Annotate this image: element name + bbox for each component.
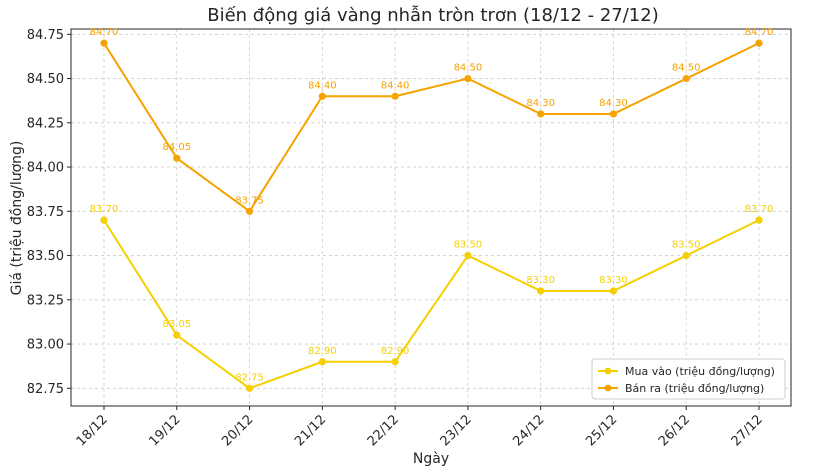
y-axis-label: Giá (triệu đồng/lượng) xyxy=(8,141,25,296)
series-layer: 83.70 83.05 82.75 82.90 82.90 83.50 83.30 83.30… xyxy=(90,27,774,392)
x-axis-ticks: 18/12 19/12 20/12 21/12 22/12 23/12 24/12 25/12… xyxy=(74,406,766,449)
data-point xyxy=(100,216,108,224)
series-2: 84.70 84.05 83.75 84.40 84.40 84.50 84.30 84.30… xyxy=(90,27,774,215)
x-axis-label: Ngày xyxy=(413,451,449,467)
data-label: 84.50 xyxy=(672,63,701,74)
data-point xyxy=(755,39,763,47)
y-tick-label: 84.25 xyxy=(27,116,64,131)
legend-swatch-marker xyxy=(604,367,612,375)
data-label: 83.70 xyxy=(745,204,774,215)
data-label: 82.90 xyxy=(308,346,337,357)
y-tick-label: 83.75 xyxy=(27,205,64,220)
y-axis-ticks: 82.75 83.00 83.25 83.50 83.75 84.00 84.25 84.50… xyxy=(27,28,71,397)
data-label: 84.50 xyxy=(454,63,483,74)
series-1: 83.70 83.05 82.75 82.90 82.90 83.50 83.30 83.30… xyxy=(90,204,774,392)
y-tick-label: 84.75 xyxy=(27,28,64,43)
data-point xyxy=(245,384,254,392)
x-tick-label: 26/12 xyxy=(656,412,693,449)
x-tick-label: 20/12 xyxy=(219,412,256,449)
data-point xyxy=(173,331,181,339)
data-label: 83.50 xyxy=(454,240,483,251)
data-point xyxy=(609,110,618,118)
x-tick-label: 19/12 xyxy=(147,412,184,449)
data-point xyxy=(391,92,399,100)
x-tick-label: 25/12 xyxy=(583,412,620,449)
data-label: 84.40 xyxy=(381,80,410,91)
data-point xyxy=(537,110,545,118)
y-tick-label: 83.00 xyxy=(27,338,64,353)
data-point xyxy=(100,39,108,47)
y-tick-label: 83.50 xyxy=(27,249,64,264)
data-point xyxy=(682,251,690,260)
data-label: 83.75 xyxy=(235,195,264,206)
legend-box xyxy=(591,358,786,400)
data-label: 84.70 xyxy=(90,27,119,38)
data-point xyxy=(173,154,181,162)
legend-swatch-marker xyxy=(604,384,612,392)
legend-label: Mua vào (triệu đồng/lượng) xyxy=(625,365,775,378)
data-point xyxy=(537,287,545,295)
plot-area-frame xyxy=(70,28,792,407)
data-label: 83.30 xyxy=(526,275,555,286)
data-point xyxy=(391,358,399,366)
data-point xyxy=(755,216,763,224)
data-label: 83.50 xyxy=(672,240,701,251)
data-label: 83.30 xyxy=(599,275,628,286)
data-point xyxy=(318,92,326,100)
data-label: 84.05 xyxy=(162,142,191,153)
x-tick-label: 18/12 xyxy=(74,412,111,449)
x-tick-label: 22/12 xyxy=(365,412,402,449)
data-point xyxy=(464,74,472,83)
x-tick-label: 24/12 xyxy=(510,412,547,449)
x-tick-label: 21/12 xyxy=(292,412,329,449)
y-tick-label: 84.00 xyxy=(27,161,64,176)
y-tick-label: 84.50 xyxy=(27,72,64,87)
chart-title: Biến động giá vàng nhẫn tròn trơn (18/12… xyxy=(207,5,658,26)
data-point xyxy=(245,207,254,215)
data-label: 84.40 xyxy=(308,80,337,91)
legend: Mua vào (triệu đồng/lượng) Bán ra (triệu … xyxy=(591,358,786,400)
data-point xyxy=(318,358,326,366)
legend-label: Bán ra (triệu đồng/lượng) xyxy=(625,382,764,395)
y-tick-label: 82.75 xyxy=(27,382,64,397)
data-point xyxy=(464,251,472,260)
data-label: 84.30 xyxy=(599,98,628,109)
data-label: 82.75 xyxy=(235,372,264,383)
series-line xyxy=(103,219,760,390)
series-line xyxy=(103,42,760,213)
x-tick-label: 27/12 xyxy=(729,412,766,449)
y-tick-label: 83.25 xyxy=(27,293,64,308)
data-label: 84.70 xyxy=(745,27,774,38)
x-tick-label: 23/12 xyxy=(438,412,475,449)
data-label: 84.30 xyxy=(526,98,555,109)
grid-lines xyxy=(71,29,791,406)
data-label: 83.70 xyxy=(90,204,119,215)
data-point xyxy=(609,287,618,295)
data-label: 82.90 xyxy=(381,346,410,357)
data-label: 83.05 xyxy=(162,319,191,330)
data-point xyxy=(682,74,690,83)
